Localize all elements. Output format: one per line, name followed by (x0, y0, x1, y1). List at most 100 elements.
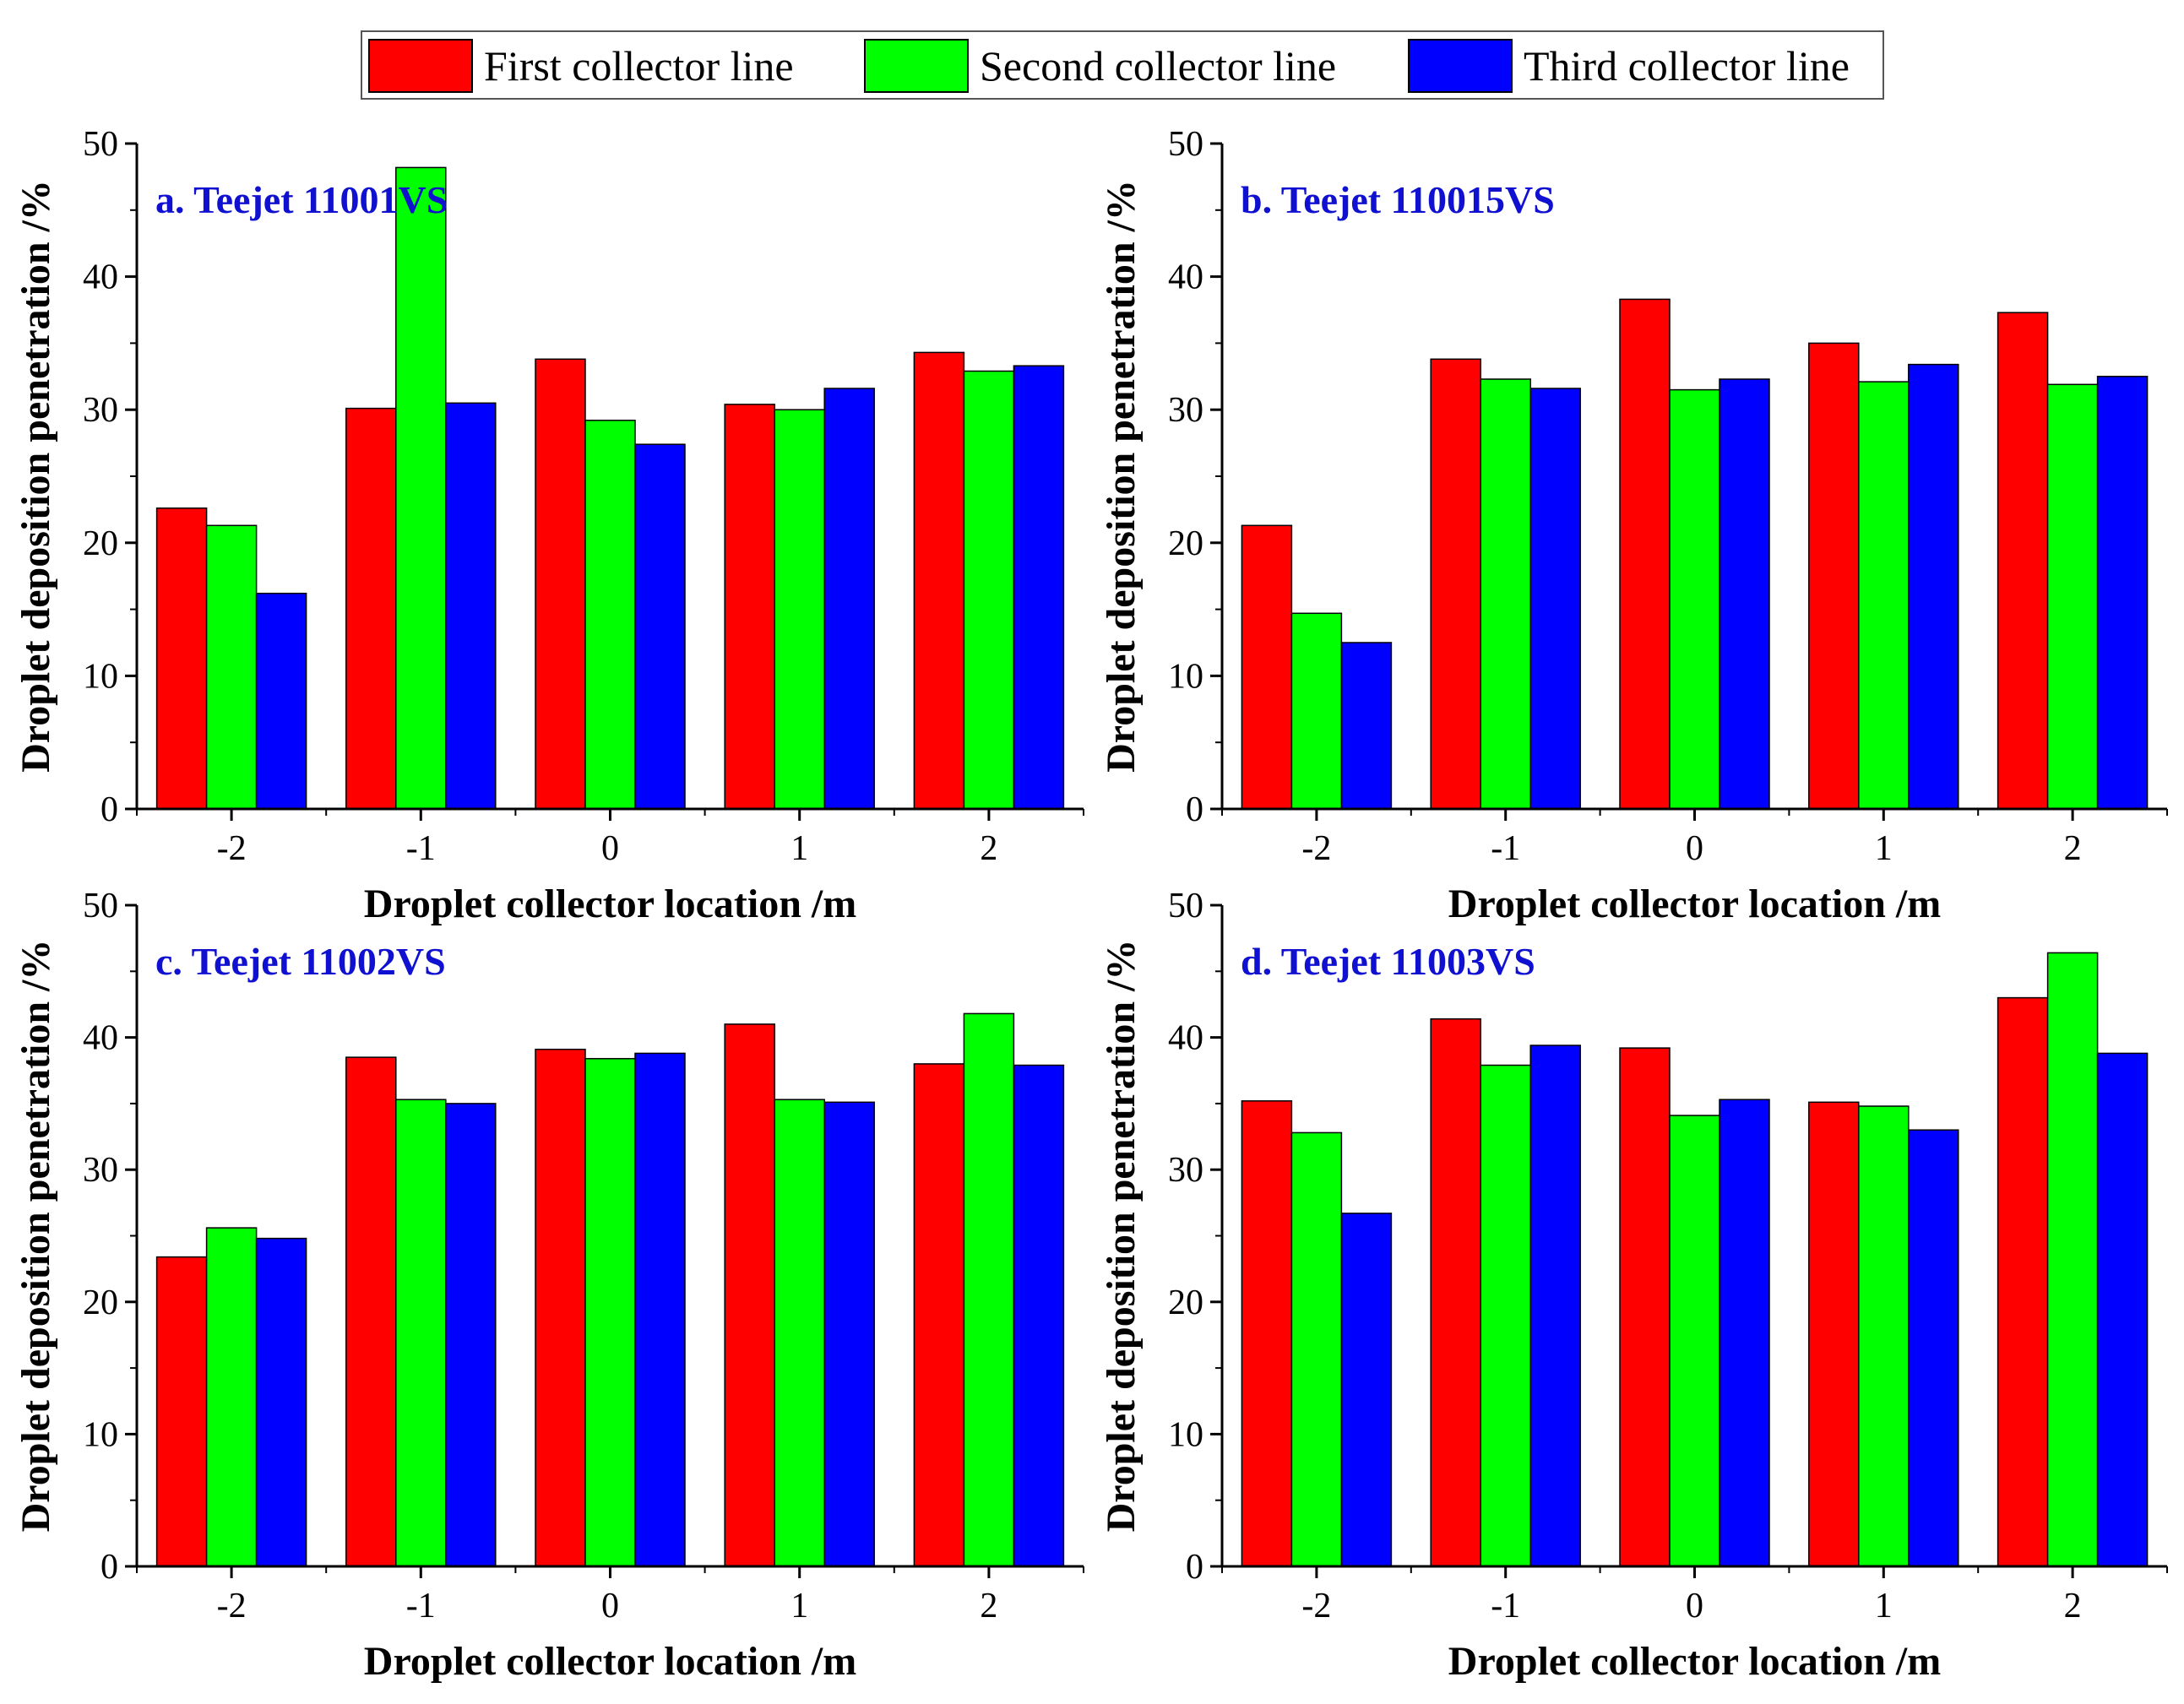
bar-b-cat2-series2 (2046, 383, 2099, 810)
y-tick-label: 50 (1168, 887, 1203, 925)
y-tick-label: 10 (1168, 1415, 1203, 1454)
y-tick-label: 50 (1168, 125, 1203, 164)
legend-frame (361, 30, 1884, 100)
bar-d-cat-2-series1 (1241, 1100, 1293, 1567)
x-tick-label: -1 (406, 829, 436, 868)
bar-c-cat-1-series2 (395, 1099, 447, 1567)
bar-d-cat-1-series2 (1480, 1064, 1531, 1567)
bar-b-cat0-series3 (1719, 378, 1770, 810)
bar-d-cat0-series3 (1719, 1099, 1770, 1567)
y-tick-label: 40 (83, 1019, 118, 1058)
bar-c-cat-2-series3 (255, 1237, 307, 1567)
bar-d-cat2-series1 (1997, 996, 2049, 1567)
y-tick-label: 20 (1168, 524, 1203, 563)
x-tick-label: 2 (2064, 829, 2082, 868)
chart-panel-c: 0 10 20 30 40 50 -2 -1 0 1 2 c. Teejet 11002VS Dropl… (14, 887, 1084, 1684)
y-tick-label: 50 (83, 887, 118, 925)
bar-c-cat-1-series1 (345, 1056, 397, 1567)
y-axis-label: Droplet deposition penetration /% (1099, 940, 1144, 1533)
legend: First collector line Second collector li… (361, 30, 1884, 100)
y-tick-label: 30 (1168, 1151, 1203, 1190)
panel-title: d. Teejet 11003VS (1241, 940, 1535, 983)
x-tick-label: -2 (1301, 1587, 1331, 1625)
y-tick-label: 10 (1168, 657, 1203, 696)
bar-d-cat2-series3 (2096, 1052, 2149, 1567)
y-tick-label: 40 (1168, 1019, 1203, 1058)
y-tick-label: 20 (1168, 1283, 1203, 1322)
legend-swatch-third (1408, 39, 1513, 93)
bar-b-cat2-series3 (2096, 376, 2149, 810)
bar-d-cat-2-series2 (1290, 1131, 1343, 1567)
bar-c-cat2-series1 (913, 1063, 965, 1567)
y-tick-label: 0 (1186, 790, 1203, 829)
legend-swatch-first (368, 39, 473, 93)
bar-a-cat1-series3 (823, 388, 875, 810)
bar-c-cat1-series1 (724, 1023, 775, 1567)
bar-b-cat-1-series3 (1529, 388, 1581, 810)
bar-c-cat-2-series2 (205, 1227, 258, 1567)
x-tick-label: 1 (1875, 829, 1893, 868)
chart-panel-a: 0 10 20 30 40 50 -2 -1 0 1 2 a. Teejet 11001VS Dropl… (14, 125, 1084, 926)
bar-a-cat1-series2 (774, 409, 825, 810)
y-tick-label: 0 (101, 790, 118, 829)
bar-b-cat2-series1 (1997, 312, 2049, 810)
y-axis-label: Droplet deposition penetration /% (14, 180, 58, 773)
x-tick-label: -1 (1491, 1587, 1520, 1625)
y-tick-label: 30 (83, 1151, 118, 1190)
x-axis-label: Droplet collector location /m (1448, 1639, 1941, 1684)
x-axis-label: Droplet collector location /m (364, 882, 856, 926)
chart-panel-d: 0 10 20 30 40 50 -2 -1 0 1 2 d. Teejet 11003VS Dropl… (1099, 887, 2168, 1684)
bar-a-cat0-series1 (535, 358, 586, 810)
x-tick-label: 0 (1686, 1587, 1703, 1625)
bar-b-cat1-series1 (1808, 342, 1860, 810)
x-tick-label: 0 (1686, 829, 1703, 868)
y-tick-label: 0 (101, 1548, 118, 1587)
y-axis-label: Droplet deposition penetration /% (1099, 180, 1144, 773)
y-axis-label: Droplet deposition penetration /% (14, 940, 58, 1533)
bar-b-cat0-series2 (1669, 388, 1720, 810)
x-axis-label: Droplet collector location /m (1448, 882, 1941, 926)
y-tick-label: 10 (83, 1415, 118, 1454)
bar-c-cat-2-series1 (155, 1256, 208, 1567)
y-tick-label: 30 (1168, 391, 1203, 430)
y-tick-label: 40 (1168, 258, 1203, 297)
bar-a-cat-1-series2 (395, 166, 447, 810)
bar-c-cat0-series1 (535, 1048, 586, 1567)
bar-c-cat1-series2 (774, 1099, 825, 1567)
x-tick-label: -1 (1491, 829, 1520, 868)
chart-panel-b: 0 10 20 30 40 50 -2 -1 0 1 2 b. Teejet 110015VS Drop… (1099, 125, 2168, 926)
y-tick-label: 50 (83, 125, 118, 164)
bar-b-cat-1-series2 (1480, 378, 1531, 810)
bar-b-cat-2-series3 (1340, 642, 1393, 810)
y-tick-label: 10 (83, 657, 118, 696)
legend-label-first: First collector line (484, 42, 794, 90)
x-tick-label: 1 (790, 829, 808, 868)
bar-a-cat2-series1 (913, 351, 965, 810)
bar-a-cat1-series1 (724, 404, 775, 810)
panel-title: c. Teejet 11002VS (155, 940, 446, 983)
bar-a-cat-2-series1 (155, 507, 208, 810)
bar-b-cat-1-series1 (1430, 358, 1481, 810)
bar-a-cat0-series3 (634, 443, 686, 810)
x-tick-label: -2 (217, 829, 247, 868)
y-tick-label: 20 (83, 524, 118, 563)
bar-a-cat-1-series1 (345, 407, 397, 810)
bar-c-cat-1-series3 (445, 1103, 497, 1567)
x-tick-label: 1 (1875, 1587, 1893, 1625)
bar-a-cat2-series3 (1013, 365, 1065, 810)
y-tick-label: 30 (83, 391, 118, 430)
bar-b-cat0-series1 (1619, 298, 1671, 810)
panel-title: a. Teejet 11001VS (155, 178, 448, 221)
bar-b-cat1-series2 (1858, 381, 1910, 810)
x-tick-label: -1 (406, 1587, 436, 1625)
bar-b-cat-2-series2 (1290, 612, 1343, 810)
bar-d-cat1-series3 (1908, 1129, 1959, 1567)
x-tick-label: -2 (217, 1587, 247, 1625)
bar-d-cat1-series1 (1808, 1101, 1860, 1567)
bar-c-cat2-series3 (1013, 1064, 1065, 1567)
x-tick-label: 2 (2064, 1587, 2082, 1625)
y-tick-label: 40 (83, 258, 118, 297)
bar-c-cat0-series2 (584, 1057, 636, 1567)
bar-c-cat2-series2 (963, 1012, 1015, 1567)
